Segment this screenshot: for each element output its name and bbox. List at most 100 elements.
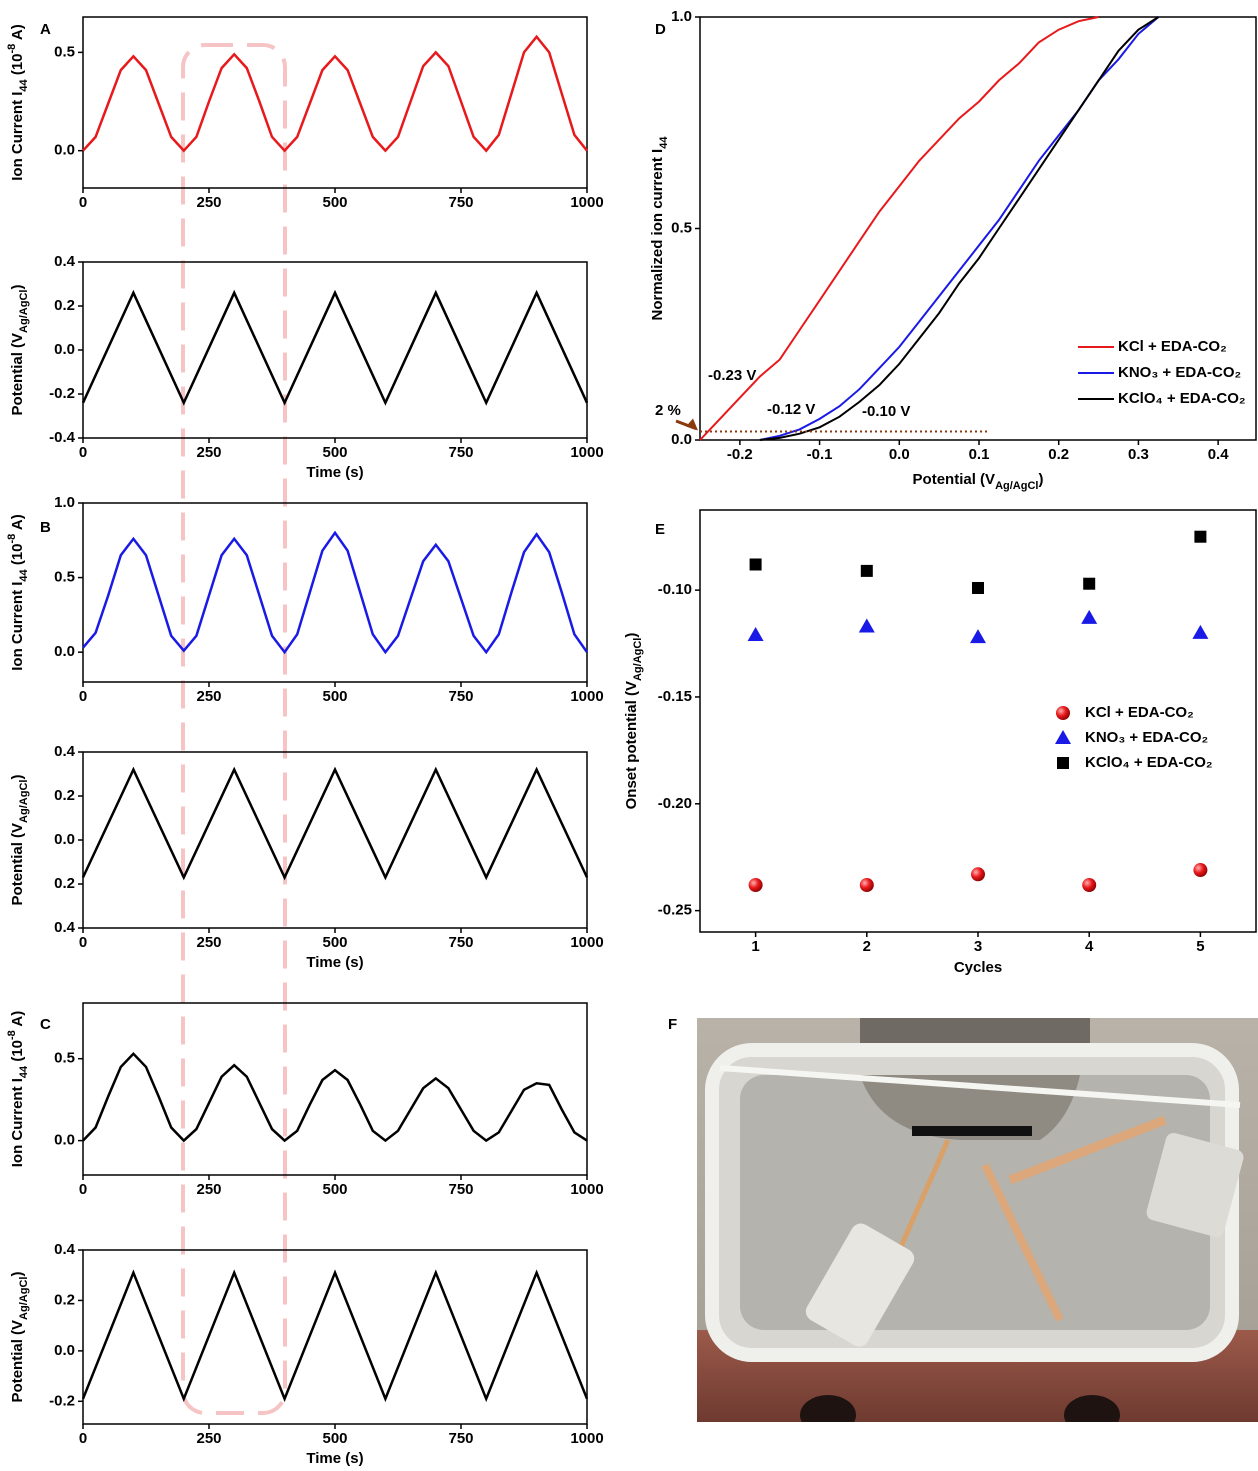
x-tick-label: 500 — [322, 194, 347, 211]
x-tick-label: 750 — [448, 688, 473, 705]
y-axis-label-sub: 44 — [658, 136, 670, 149]
x-tick-label: 750 — [448, 1181, 473, 1198]
annotation: -0.10 V — [862, 403, 910, 420]
marker — [859, 877, 874, 892]
marker — [1194, 530, 1207, 543]
marker — [1081, 609, 1098, 624]
x-tick-label: 0.1 — [969, 446, 990, 463]
panel-label: D — [655, 21, 666, 38]
y-tick-label: 0.4 — [54, 919, 76, 936]
legend-label: KCl + EDA-CO₂ — [1085, 704, 1194, 721]
y-axis-label: Normalized ion current I44 — [649, 136, 670, 321]
y-tick-label: 0.4 — [54, 253, 76, 270]
y-axis-label-sub: 44 — [18, 78, 30, 91]
y-axis-label: Ion Current I44 (10-8 A) — [6, 24, 30, 181]
y-tick-label: 0.4 — [54, 743, 76, 760]
x-axis-label: Cycles — [954, 959, 1002, 976]
x-tick-label: -0.1 — [807, 446, 833, 463]
legend-swatch — [1057, 757, 1069, 769]
x-tick-label: 0 — [79, 1181, 87, 1198]
data-line — [81, 289, 589, 406]
marker — [749, 558, 762, 571]
y-tick-label: 0.2 — [54, 297, 75, 314]
marker — [971, 867, 985, 882]
y-axis-label-part: Ion Current I — [9, 92, 26, 181]
y-tick-label: 0.5 — [54, 43, 75, 60]
x-tick-label: 500 — [322, 1181, 347, 1198]
x-axis-label: Time (s) — [306, 1450, 363, 1467]
marker — [1082, 877, 1097, 892]
y-tick-label: 0.0 — [54, 831, 75, 848]
y-axis-label-part: Potential (V — [9, 333, 26, 416]
panel-label: B — [40, 519, 51, 536]
x-tick-label: 1 — [751, 938, 759, 955]
x-tick-label: 4 — [1085, 938, 1094, 955]
y-axis-label-part: Potential (V — [9, 823, 26, 906]
y-tick-label: 0.0 — [54, 1342, 75, 1359]
x-tick-label: 0.0 — [889, 446, 910, 463]
y-tick-label: -0.2 — [49, 385, 75, 402]
highlight-box — [181, 43, 287, 1415]
x-tick-label: 0 — [79, 688, 87, 705]
y-axis-label-part: A) — [9, 514, 26, 533]
data-line — [699, 16, 1099, 441]
legend-swatch — [1055, 730, 1071, 744]
data-line — [82, 530, 589, 655]
x-tick-label: 250 — [196, 1181, 221, 1198]
y-axis-label-part: A) — [9, 1011, 26, 1030]
y-axis-label: Ion Current I44 (10-8 A) — [6, 514, 30, 671]
y-tick-label: -0.25 — [658, 902, 692, 919]
y-axis-label-sup: -8 — [6, 1030, 18, 1040]
legend-label: KClO₄ + EDA-CO₂ — [1085, 754, 1213, 771]
legend-label: KClO₄ + EDA-CO₂ — [1118, 390, 1246, 407]
x-tick-label: 750 — [448, 444, 473, 461]
y-tick-label: 0.0 — [671, 431, 692, 448]
y-tick-label: 1.0 — [54, 494, 75, 511]
marker — [970, 629, 986, 644]
x-tick-label: 1000 — [570, 688, 603, 705]
x-tick-label: 500 — [322, 688, 347, 705]
data-line — [82, 1051, 588, 1143]
marker — [860, 564, 873, 577]
y-axis-label-sub: Ag/AgCl — [632, 638, 644, 681]
y-tick-label: 0.0 — [54, 643, 75, 660]
x-tick-label: 250 — [196, 934, 221, 951]
y-axis-label-part: (10 — [9, 53, 26, 79]
legend-label: KNO₃ + EDA-CO₂ — [1085, 729, 1208, 746]
x-tick-label: 0.2 — [1048, 446, 1069, 463]
y-tick-label: -0.4 — [49, 429, 76, 446]
marker — [1192, 624, 1209, 639]
x-tick-label: 0.4 — [1208, 446, 1230, 463]
y-tick-label: 0.2 — [54, 875, 75, 892]
marker — [1083, 577, 1096, 590]
panel-label: C — [40, 1016, 51, 1033]
x-tick-label: 750 — [448, 1430, 473, 1447]
legend-swatch — [1056, 706, 1070, 720]
y-tick-label: 0.0 — [54, 142, 75, 159]
y-tick-label: -0.15 — [658, 688, 692, 705]
x-tick-label: 0 — [79, 194, 87, 211]
x-axis-label: Time (s) — [306, 464, 363, 481]
y-axis-label-part: ) — [9, 1272, 26, 1277]
legend-label: KNO₃ + EDA-CO₂ — [1118, 364, 1241, 381]
y-axis-label-part: Potential (V — [9, 1320, 26, 1403]
marker — [1193, 863, 1208, 878]
y-axis-label-part: Ion Current I — [9, 1078, 26, 1167]
x-tick-label: 750 — [448, 194, 473, 211]
y-axis-label-sub: Ag/AgCl — [18, 290, 30, 333]
data-line — [81, 1269, 589, 1403]
x-axis-label-part: Potential (V — [913, 471, 996, 488]
threshold-arrowhead — [686, 418, 698, 431]
data-line — [81, 766, 589, 881]
threshold-label: 2 % — [655, 402, 681, 419]
y-tick-label: 0.0 — [54, 341, 75, 358]
y-axis-label-sub: 44 — [18, 1065, 30, 1078]
data-line — [82, 34, 588, 153]
y-axis-label-part: Onset potential (V — [623, 681, 640, 809]
x-tick-label: 0 — [79, 934, 87, 951]
y-axis-label-sub: 44 — [18, 568, 30, 581]
y-axis-label-sup: -8 — [6, 534, 18, 544]
y-tick-label: 0.5 — [671, 219, 692, 236]
